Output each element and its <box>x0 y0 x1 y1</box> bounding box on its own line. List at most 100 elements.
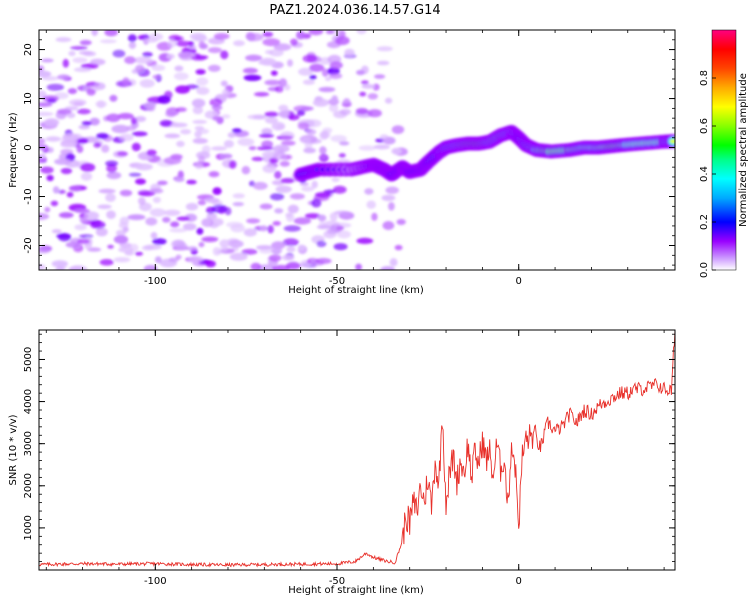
noise-blob <box>221 88 230 98</box>
noise-blob <box>318 86 336 93</box>
noise-blob <box>273 43 292 51</box>
noise-blob <box>68 50 76 57</box>
noise-blob <box>81 121 92 126</box>
noise-blob <box>41 58 54 63</box>
noise-blob <box>241 248 258 255</box>
noise-blob <box>115 229 126 237</box>
noise-blob <box>78 50 94 56</box>
noise-blob <box>74 208 90 214</box>
noise-blob <box>69 99 87 106</box>
noise-blob <box>164 209 181 216</box>
noise-blob <box>287 204 299 214</box>
snr-series-line <box>39 330 675 568</box>
noise-blob <box>127 214 146 221</box>
noise-blob <box>93 142 102 148</box>
noise-blob <box>301 186 315 192</box>
noise-blob <box>337 230 351 239</box>
noise-blob <box>175 85 190 94</box>
noise-blob <box>185 202 199 211</box>
noise-blob <box>127 34 137 42</box>
noise-blob <box>101 144 110 153</box>
noise-blob <box>273 151 286 161</box>
noise-blob <box>311 198 322 208</box>
noise-blob <box>39 247 51 254</box>
noise-blob <box>62 58 69 68</box>
noise-blob <box>335 36 350 46</box>
x-tick-label: -50 <box>329 276 345 287</box>
noise-blob <box>231 128 242 133</box>
noise-blob <box>321 68 329 77</box>
noise-blob <box>188 255 204 263</box>
noise-blob <box>152 238 167 245</box>
noise-blob <box>264 116 278 124</box>
spectrogram-frame <box>38 29 676 271</box>
noise-blob <box>319 131 329 140</box>
noise-blob <box>60 142 77 148</box>
noise-blob <box>146 105 156 112</box>
noise-blob <box>298 67 314 76</box>
noise-blob <box>379 134 389 141</box>
noise-blob <box>139 202 152 212</box>
noise-blob <box>45 136 62 142</box>
noise-blob <box>367 93 378 100</box>
noise-blob <box>391 125 405 134</box>
noise-blob <box>182 223 197 231</box>
noise-blob <box>105 193 116 202</box>
noise-blob <box>281 254 295 261</box>
noise-blob <box>39 102 53 107</box>
noise-blob <box>211 204 228 214</box>
noise-blob <box>195 69 206 75</box>
noise-blob <box>196 86 210 95</box>
noise-blob <box>224 207 232 216</box>
x-tick-label: 0 <box>516 276 522 287</box>
figure-title: PAZ1.2024.036.14.57.G14 <box>269 3 440 18</box>
noise-blob <box>192 119 208 124</box>
noise-blob <box>80 172 93 181</box>
noise-blob <box>149 208 166 217</box>
noise-blob <box>124 251 135 256</box>
noise-blob <box>46 174 54 182</box>
noise-blob <box>262 31 274 37</box>
noise-blob <box>226 221 244 228</box>
noise-blob <box>229 252 248 261</box>
noise-blob <box>152 196 161 204</box>
noise-blob <box>252 181 268 190</box>
noise-blob <box>205 197 220 204</box>
noise-blob <box>207 47 222 54</box>
noise-blob <box>44 206 51 213</box>
noise-blob <box>65 241 81 248</box>
noise-blob <box>58 212 74 219</box>
noise-blob <box>264 79 282 86</box>
noise-blob <box>128 41 137 49</box>
noise-blob <box>364 188 374 195</box>
noise-blob <box>241 166 251 175</box>
noise-blob <box>77 108 91 115</box>
noise-blob <box>377 60 390 66</box>
noise-blob <box>124 56 136 64</box>
noise-blob <box>259 249 274 254</box>
noise-blob <box>311 180 318 189</box>
noise-blob <box>68 266 83 270</box>
noise-blob <box>329 61 343 70</box>
noise-blob <box>206 212 217 220</box>
noise-blob <box>220 80 228 87</box>
noise-blob <box>201 236 219 243</box>
noise-blob <box>262 38 281 47</box>
noise-blob <box>175 107 187 112</box>
noise-blob <box>116 151 129 156</box>
noise-blob <box>219 239 231 248</box>
noise-blob <box>73 133 83 141</box>
noise-blob <box>213 33 230 40</box>
noise-blob <box>52 186 60 194</box>
noise-blob <box>89 58 106 66</box>
noise-blob <box>262 164 277 173</box>
noise-blob <box>376 46 393 52</box>
noise-blob <box>44 118 60 127</box>
noise-blob <box>210 218 224 227</box>
noise-blob <box>106 210 116 219</box>
noise-blob <box>246 218 261 224</box>
noise-blob <box>143 38 158 43</box>
noise-blob <box>86 88 96 96</box>
noise-blob <box>186 179 197 185</box>
snr-background <box>39 330 675 570</box>
